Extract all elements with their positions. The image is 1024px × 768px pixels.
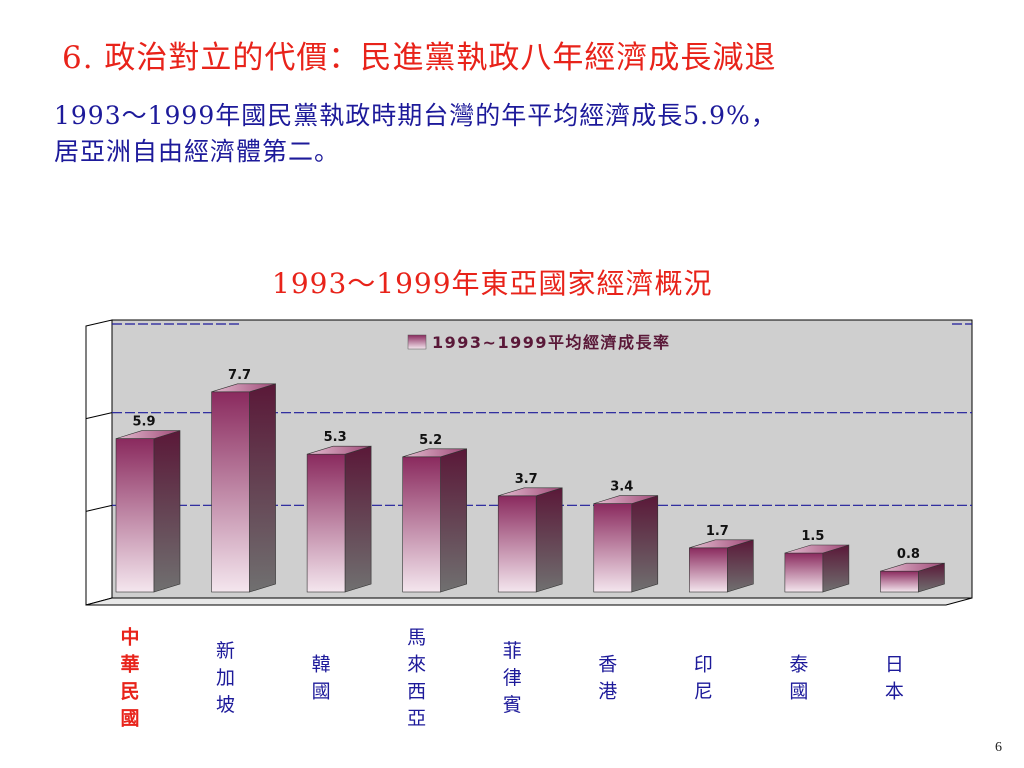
bar-top — [689, 539, 754, 549]
x-axis-labels: 中華民國 新加坡 韓國 馬來西亞 菲律賓 香港 印尼 泰國 日本 — [120, 626, 903, 730]
bar-6 — [689, 539, 754, 593]
bar-front — [402, 456, 441, 593]
value-label: 1.5 — [801, 529, 824, 544]
bar-front — [593, 503, 633, 593]
subtitle-line-2: 居亞洲自由經濟體第二。 — [54, 137, 341, 166]
bar-7 — [784, 544, 850, 593]
subtitle-line-1: 1993～1999年國民黨執政時期台灣的年平均經濟成長5.9%， — [54, 101, 777, 130]
bar-top — [211, 383, 276, 393]
bar-5 — [593, 495, 659, 593]
gridline-wall — [85, 504, 113, 512]
bar-front — [115, 438, 155, 593]
value-label: 5.3 — [324, 430, 347, 445]
value-labels: 5.9 7.7 5.3 5.2 3.7 3.4 1.7 1.5 0.8 — [132, 368, 919, 562]
value-label: 0.8 — [897, 547, 920, 562]
value-label: 5.9 — [132, 415, 155, 430]
chart-left-wall — [85, 319, 113, 606]
bar-top — [115, 430, 181, 439]
category-label: 新加坡 — [216, 640, 235, 716]
bar-side — [631, 495, 659, 593]
page-number: 6 — [995, 740, 1002, 755]
slide-title: 6. 政治對立的代價：民進黨執政八年經濟成長減退 — [62, 40, 777, 76]
value-label: 5.2 — [419, 433, 442, 448]
chart-title: 1993～1999年東亞國家經濟概況 — [272, 267, 713, 300]
bar-front — [784, 552, 824, 593]
category-label: 馬來西亞 — [407, 627, 426, 730]
bar-side — [535, 487, 563, 593]
bar-2 — [306, 445, 372, 593]
legend-swatch — [407, 334, 427, 350]
value-label: 3.7 — [515, 472, 538, 487]
bar-0 — [115, 430, 181, 593]
value-label: 3.4 — [610, 480, 633, 495]
bar-4 — [497, 487, 563, 593]
bar-top — [402, 448, 467, 458]
bars — [115, 383, 945, 593]
bar-side — [153, 430, 181, 593]
category-label: 中華民國 — [120, 626, 139, 730]
category-label: 韓國 — [312, 654, 331, 703]
category-label: 印尼 — [694, 654, 713, 703]
bar-front — [211, 391, 250, 593]
bar-top — [593, 495, 658, 504]
bar-top — [498, 487, 563, 497]
value-label: 1.7 — [706, 524, 729, 539]
category-label: 泰國 — [789, 654, 808, 703]
gridline-wall — [85, 412, 113, 420]
category-label: 香港 — [598, 654, 617, 703]
bar-side — [440, 448, 467, 593]
bar-3 — [402, 448, 467, 593]
legend-label: 1993~1999平均經濟成長率 — [432, 333, 670, 352]
bar-front — [880, 570, 919, 593]
bar-top — [307, 445, 372, 455]
chart-floor — [85, 597, 973, 606]
bar-side — [727, 539, 754, 593]
category-label: 菲律賓 — [503, 640, 522, 716]
bar-1 — [211, 383, 276, 593]
bar-side — [249, 383, 276, 593]
legend: 1993~1999平均經濟成長率 — [402, 332, 778, 352]
bar-front — [689, 547, 728, 593]
value-label: 7.7 — [228, 368, 251, 383]
bar-front — [306, 453, 346, 593]
category-label: 日本 — [885, 654, 904, 703]
bar-front — [497, 495, 537, 593]
bar-top — [784, 544, 849, 554]
bar-side — [344, 445, 372, 593]
bar-top — [880, 562, 945, 572]
bar-8 — [880, 562, 945, 593]
